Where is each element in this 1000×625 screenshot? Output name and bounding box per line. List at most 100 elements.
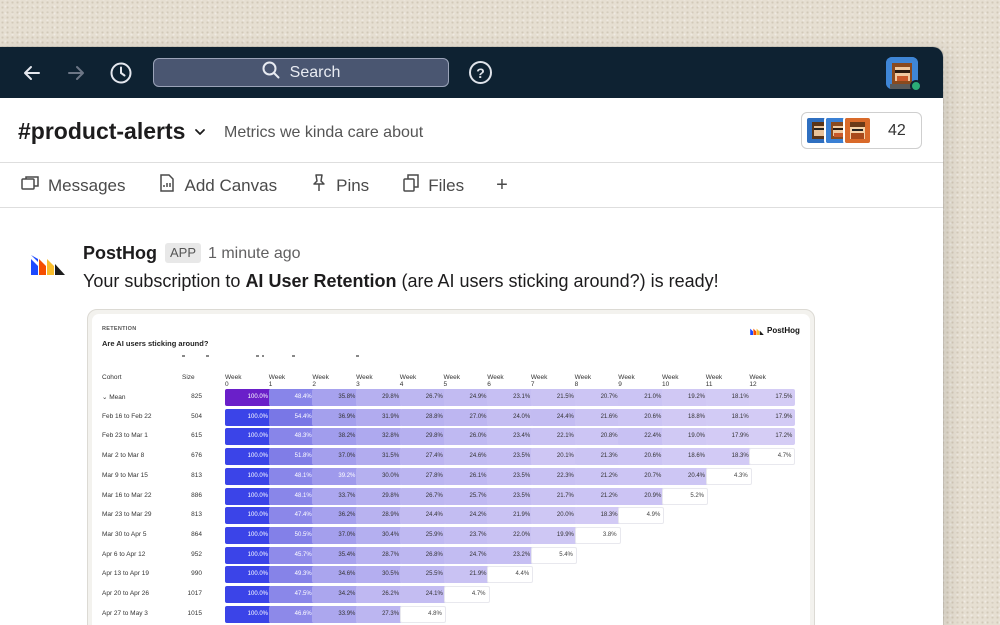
retention-cell: 24.6% bbox=[443, 448, 490, 466]
retention-cell: 26.2% bbox=[356, 586, 403, 603]
add-tab-button[interactable]: + bbox=[496, 174, 508, 196]
retention-cell: 20.6% bbox=[618, 408, 665, 426]
retention-cell: 18.3% bbox=[705, 448, 752, 466]
retention-cell: 48.3% bbox=[268, 428, 315, 446]
forward-arrow-icon[interactable] bbox=[62, 59, 90, 87]
cohort-size: 825 bbox=[191, 393, 202, 400]
retention-cell: 21.2% bbox=[574, 487, 621, 505]
retention-cell: 21.9% bbox=[443, 566, 490, 584]
attachment-card[interactable]: RETENTION Are AI users sticking around? … bbox=[87, 309, 815, 625]
retention-cell: 21.7% bbox=[530, 487, 577, 505]
retention-cell: 23.7% bbox=[443, 526, 490, 544]
retention-cell: 30.4% bbox=[356, 526, 403, 544]
retention-cell: 47.4% bbox=[268, 507, 315, 525]
retention-cell: 23.4% bbox=[487, 428, 534, 446]
retention-cell: 4.7% bbox=[749, 448, 796, 466]
retention-cell: 24.7% bbox=[443, 546, 490, 564]
retention-cell: 21.9% bbox=[487, 507, 534, 525]
cohort-size: 615 bbox=[191, 432, 202, 440]
retention-cell: 100.0% bbox=[225, 428, 271, 446]
retention-cell: 36.2% bbox=[312, 507, 359, 525]
column-header-week: Week 1 bbox=[268, 374, 286, 388]
retention-cell: 24.9% bbox=[443, 389, 490, 406]
message-text-bold: AI User Retention bbox=[245, 271, 397, 291]
retention-cell: 23.5% bbox=[487, 487, 534, 505]
back-arrow-icon[interactable] bbox=[18, 59, 46, 87]
tab-files[interactable]: Files bbox=[403, 174, 464, 197]
retention-title: Are AI users sticking around? bbox=[102, 339, 209, 348]
cohort-label: Apr 6 to Apr 12 bbox=[102, 550, 146, 558]
message-sender[interactable]: PostHog bbox=[83, 243, 157, 263]
retention-cell: 36.9% bbox=[312, 408, 359, 426]
retention-cell: 100.0% bbox=[225, 507, 271, 525]
chevron-down-icon[interactable] bbox=[194, 124, 206, 142]
retention-cell: 26.7% bbox=[399, 389, 446, 406]
retention-cell: 47.5% bbox=[268, 586, 315, 603]
retention-cell: 24.1% bbox=[399, 586, 446, 603]
retention-logo-text: PostHog bbox=[767, 326, 800, 335]
history-clock-icon[interactable] bbox=[107, 59, 135, 87]
retention-cell: 39.2% bbox=[312, 467, 359, 485]
help-icon[interactable]: ? bbox=[469, 61, 492, 84]
retention-cell: 31.5% bbox=[356, 448, 403, 466]
column-header-week: Week 9 bbox=[618, 374, 635, 388]
retention-cell: 17.2% bbox=[749, 428, 796, 446]
retention-cell: 49.3% bbox=[268, 566, 315, 584]
retention-cell: 100.0% bbox=[225, 389, 271, 406]
retention-cell: 21.2% bbox=[574, 467, 621, 485]
retention-cell: 33.9% bbox=[312, 605, 359, 623]
retention-cell: 4.4% bbox=[487, 566, 534, 584]
retention-cell: 17.9% bbox=[749, 408, 796, 426]
retention-cell: 50.5% bbox=[268, 526, 315, 544]
app-badge: APP bbox=[165, 243, 202, 263]
presence-indicator bbox=[910, 80, 922, 92]
cohort-label: Mar 23 to Mar 29 bbox=[102, 511, 152, 519]
retention-logo: PostHog bbox=[750, 326, 800, 335]
retention-cell: 21.5% bbox=[530, 389, 577, 406]
cohort-label: Apr 20 to Apr 26 bbox=[102, 590, 149, 597]
retention-cell: 4.9% bbox=[618, 507, 665, 525]
retention-cell: 35.4% bbox=[312, 546, 359, 564]
retention-cell: 20.4% bbox=[662, 467, 708, 485]
retention-cell: 30.5% bbox=[356, 566, 403, 584]
tab-add-canvas[interactable]: Add Canvas bbox=[159, 174, 277, 197]
search-input[interactable]: Search bbox=[153, 58, 449, 87]
retention-cell: 24.4% bbox=[399, 507, 446, 525]
retention-cell: 29.8% bbox=[399, 428, 446, 446]
message-timestamp[interactable]: 1 minute ago bbox=[208, 245, 301, 262]
cohort-size: 864 bbox=[191, 530, 202, 538]
retention-cell: 100.0% bbox=[225, 487, 271, 505]
tab-messages[interactable]: Messages bbox=[21, 175, 125, 196]
member-avatar bbox=[843, 116, 872, 145]
members-button[interactable]: 42 bbox=[801, 112, 922, 149]
cohort-label: Apr 13 to Apr 19 bbox=[102, 570, 149, 578]
retention-cell: 18.3% bbox=[574, 507, 621, 525]
retention-cell: 5.2% bbox=[662, 487, 708, 505]
retention-cell: 37.0% bbox=[312, 526, 359, 544]
channel-topic[interactable]: Metrics we kinda care about bbox=[224, 124, 424, 141]
retention-cell: 22.4% bbox=[618, 428, 665, 446]
retention-cell: 18.1% bbox=[705, 389, 752, 406]
channel-header: #product-alerts Metrics we kinda care ab… bbox=[0, 98, 943, 163]
retention-cell: 22.0% bbox=[487, 526, 534, 544]
canvas-icon bbox=[159, 174, 175, 197]
retention-cell: 23.2% bbox=[487, 546, 534, 564]
retention-cell: 46.6% bbox=[268, 605, 315, 623]
retention-cell: 23.5% bbox=[487, 448, 534, 466]
column-header-week: Week 4 bbox=[399, 374, 417, 388]
retention-cell: 48.1% bbox=[268, 467, 315, 485]
tab-label: Files bbox=[428, 175, 465, 195]
retention-cell: 5.4% bbox=[530, 546, 577, 564]
retention-cell: 21.0% bbox=[618, 389, 665, 406]
retention-cell: 20.7% bbox=[618, 467, 665, 485]
retention-cell: 24.0% bbox=[487, 408, 534, 426]
channel-name[interactable]: #product-alerts bbox=[18, 118, 186, 144]
cohort-size: 990 bbox=[191, 570, 202, 578]
retention-cell: 30.0% bbox=[356, 467, 403, 485]
tab-pins[interactable]: Pins bbox=[311, 174, 369, 197]
column-header-week: Week 11 bbox=[705, 374, 723, 388]
column-header-week: Week 2 bbox=[312, 374, 329, 388]
retention-cell: 37.0% bbox=[312, 448, 359, 466]
cohort-size: 813 bbox=[191, 511, 202, 519]
message-text-part: (are AI users sticking around?) is ready… bbox=[396, 271, 719, 291]
